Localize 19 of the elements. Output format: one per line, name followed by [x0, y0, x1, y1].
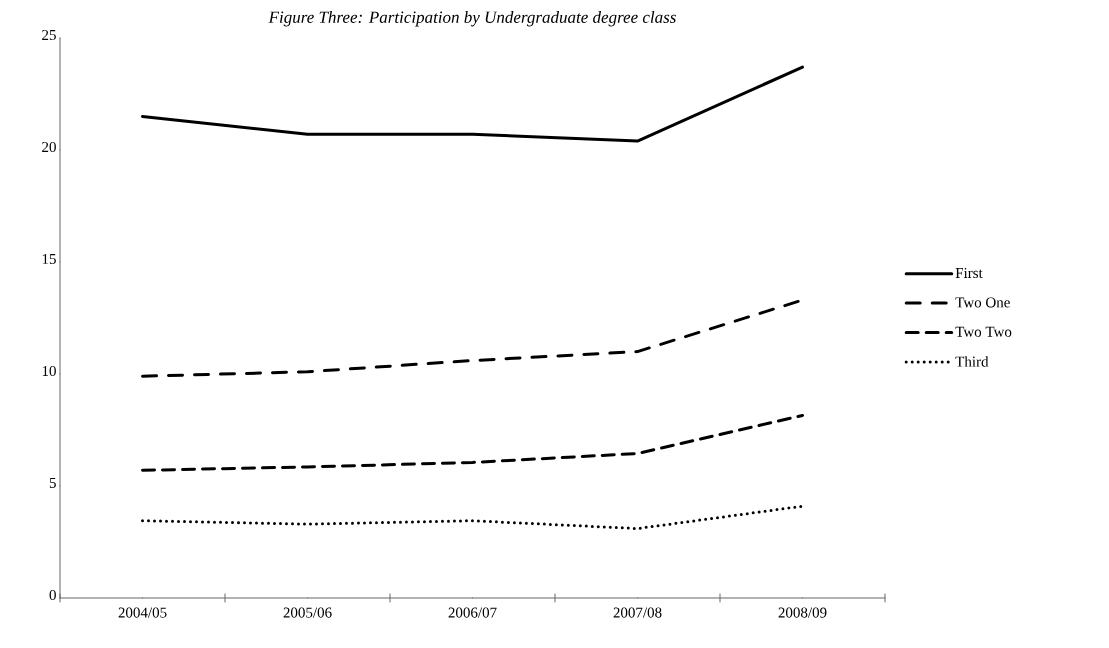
legend-label: Two One — [955, 297, 1010, 308]
y-tick-label: 10 — [42, 365, 56, 377]
y-tick-label: 25 — [42, 29, 56, 41]
line-series — [141, 504, 804, 531]
line-series — [141, 65, 804, 143]
x-tick-label: 2008/09 — [778, 607, 827, 618]
x-tick-label: 2007/08 — [613, 607, 662, 618]
y-tick-label: 20 — [42, 141, 56, 153]
y-tick-label: 5 — [49, 478, 56, 488]
line-series — [141, 413, 804, 472]
legend-label: First — [955, 267, 983, 279]
chart-title: Figure Three: Participation by Undergraduate degree class — [268, 11, 676, 27]
x-tick-label: 2004/05 — [118, 607, 167, 618]
legend-label: Two Two — [955, 326, 1012, 337]
y-tick-label: 0 — [49, 589, 56, 601]
legend-label: Third — [955, 356, 989, 367]
y-tick-label: 15 — [42, 253, 56, 265]
x-tick-label: 2006/07 — [448, 607, 497, 618]
x-tick-label: 2005/06 — [283, 607, 332, 618]
